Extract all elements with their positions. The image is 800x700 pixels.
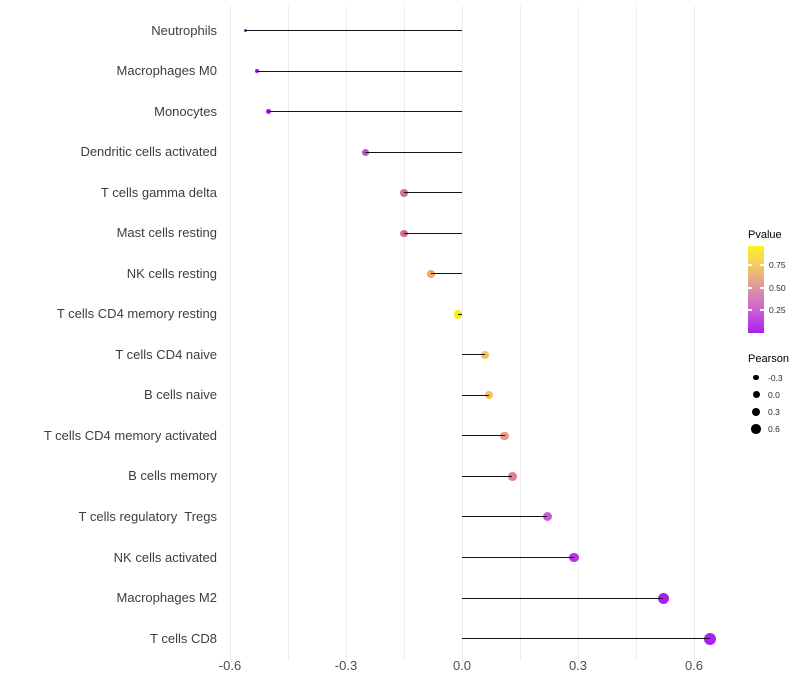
gridline: [578, 6, 579, 661]
gridline: [520, 6, 521, 661]
pearson-size-key-dot: [751, 424, 761, 434]
legend-pvalue-title: Pvalue: [748, 229, 782, 241]
pearson-size-key-dot: [752, 407, 760, 416]
lollipop-stick: [462, 475, 513, 477]
lollipop-stick: [257, 70, 462, 72]
gridline: [462, 6, 463, 661]
lollipop-stick: [462, 354, 486, 356]
x-axis-tick-label: 0.6: [684, 658, 704, 673]
lollipop-stick: [462, 638, 710, 639]
data-point: [703, 632, 716, 645]
lollipop-stick: [462, 597, 664, 599]
data-point: [400, 189, 408, 197]
colorbar-tick-mark: [748, 286, 752, 289]
lollipop-stick: [404, 192, 462, 194]
data-point: [481, 350, 490, 359]
pvalue-tick-label: 0.50: [769, 282, 786, 293]
category-label: T cells CD4 memory activated: [43, 427, 217, 443]
colorbar-tick-mark: [748, 308, 752, 311]
category-label: B cells memory: [128, 468, 217, 484]
x-axis-tick-label: 0.3: [568, 658, 588, 673]
category-label: Macrophages M0: [116, 63, 217, 79]
pearson-size-key-label: -0.3: [768, 372, 783, 383]
gridline: [346, 6, 347, 661]
gridline: [694, 6, 695, 661]
pearson-size-key-label: 0.3: [768, 406, 780, 417]
pearson-size-key-dot: [753, 374, 759, 381]
gridline: [230, 6, 231, 661]
lollipop-stick: [462, 516, 548, 518]
lollipop-stick: [268, 111, 462, 113]
data-point: [400, 229, 408, 238]
lollipop-stick: [404, 232, 462, 234]
lollipop-stick: [365, 151, 462, 153]
data-point: [657, 592, 669, 604]
category-label: Macrophages M2: [116, 590, 217, 605]
category-label: T cells regulatory Tregs: [78, 508, 217, 524]
lollipop-stick: [462, 435, 505, 437]
pvalue-tick-label: 0.75: [769, 260, 786, 271]
category-label: Mast cells resting: [116, 225, 217, 241]
colorbar-tick-mark: [748, 264, 752, 267]
category-label: NK cells activated: [113, 549, 217, 565]
category-label: NK cells resting: [126, 265, 217, 281]
category-label: T cells gamma delta: [100, 184, 217, 200]
gridline: [636, 6, 637, 661]
pvalue-tick-label: 0.25: [769, 304, 786, 315]
pvalue-colorbar: [748, 246, 764, 333]
pearson-size-key-dot: [752, 391, 760, 399]
lollipop-stick: [245, 30, 462, 32]
colorbar-tick-mark: [760, 308, 764, 311]
category-label: T cells CD4 naive: [115, 346, 217, 362]
category-label: Dendritic cells activated: [80, 144, 217, 160]
category-label: Monocytes: [154, 103, 217, 119]
gridline: [404, 6, 405, 661]
gridline: [288, 6, 289, 661]
lollipop-stick: [431, 273, 462, 275]
x-axis-tick-label: 0.0: [452, 658, 472, 673]
category-label: T cells CD4 memory resting: [56, 306, 217, 322]
colorbar-tick-mark: [760, 264, 764, 267]
data-point: [254, 68, 260, 74]
lollipop-stick: [458, 313, 462, 315]
data-point: [542, 512, 552, 522]
lollipop-stick: [462, 394, 490, 396]
x-axis-tick-label: -0.6: [218, 658, 242, 673]
data-point: [361, 148, 369, 156]
lollipop-stick: [462, 557, 575, 558]
legend-pearson-title: Pearson: [748, 353, 789, 365]
category-label: Neutrophils: [151, 22, 217, 38]
pearson-size-key-label: 0.0: [768, 389, 780, 400]
category-label: T cells CD8: [150, 630, 217, 646]
x-axis-tick-label: -0.3: [334, 658, 358, 673]
pearson-size-key-label: 0.6: [768, 424, 780, 435]
colorbar-tick-mark: [760, 286, 764, 289]
category-label: B cells naive: [144, 387, 217, 403]
